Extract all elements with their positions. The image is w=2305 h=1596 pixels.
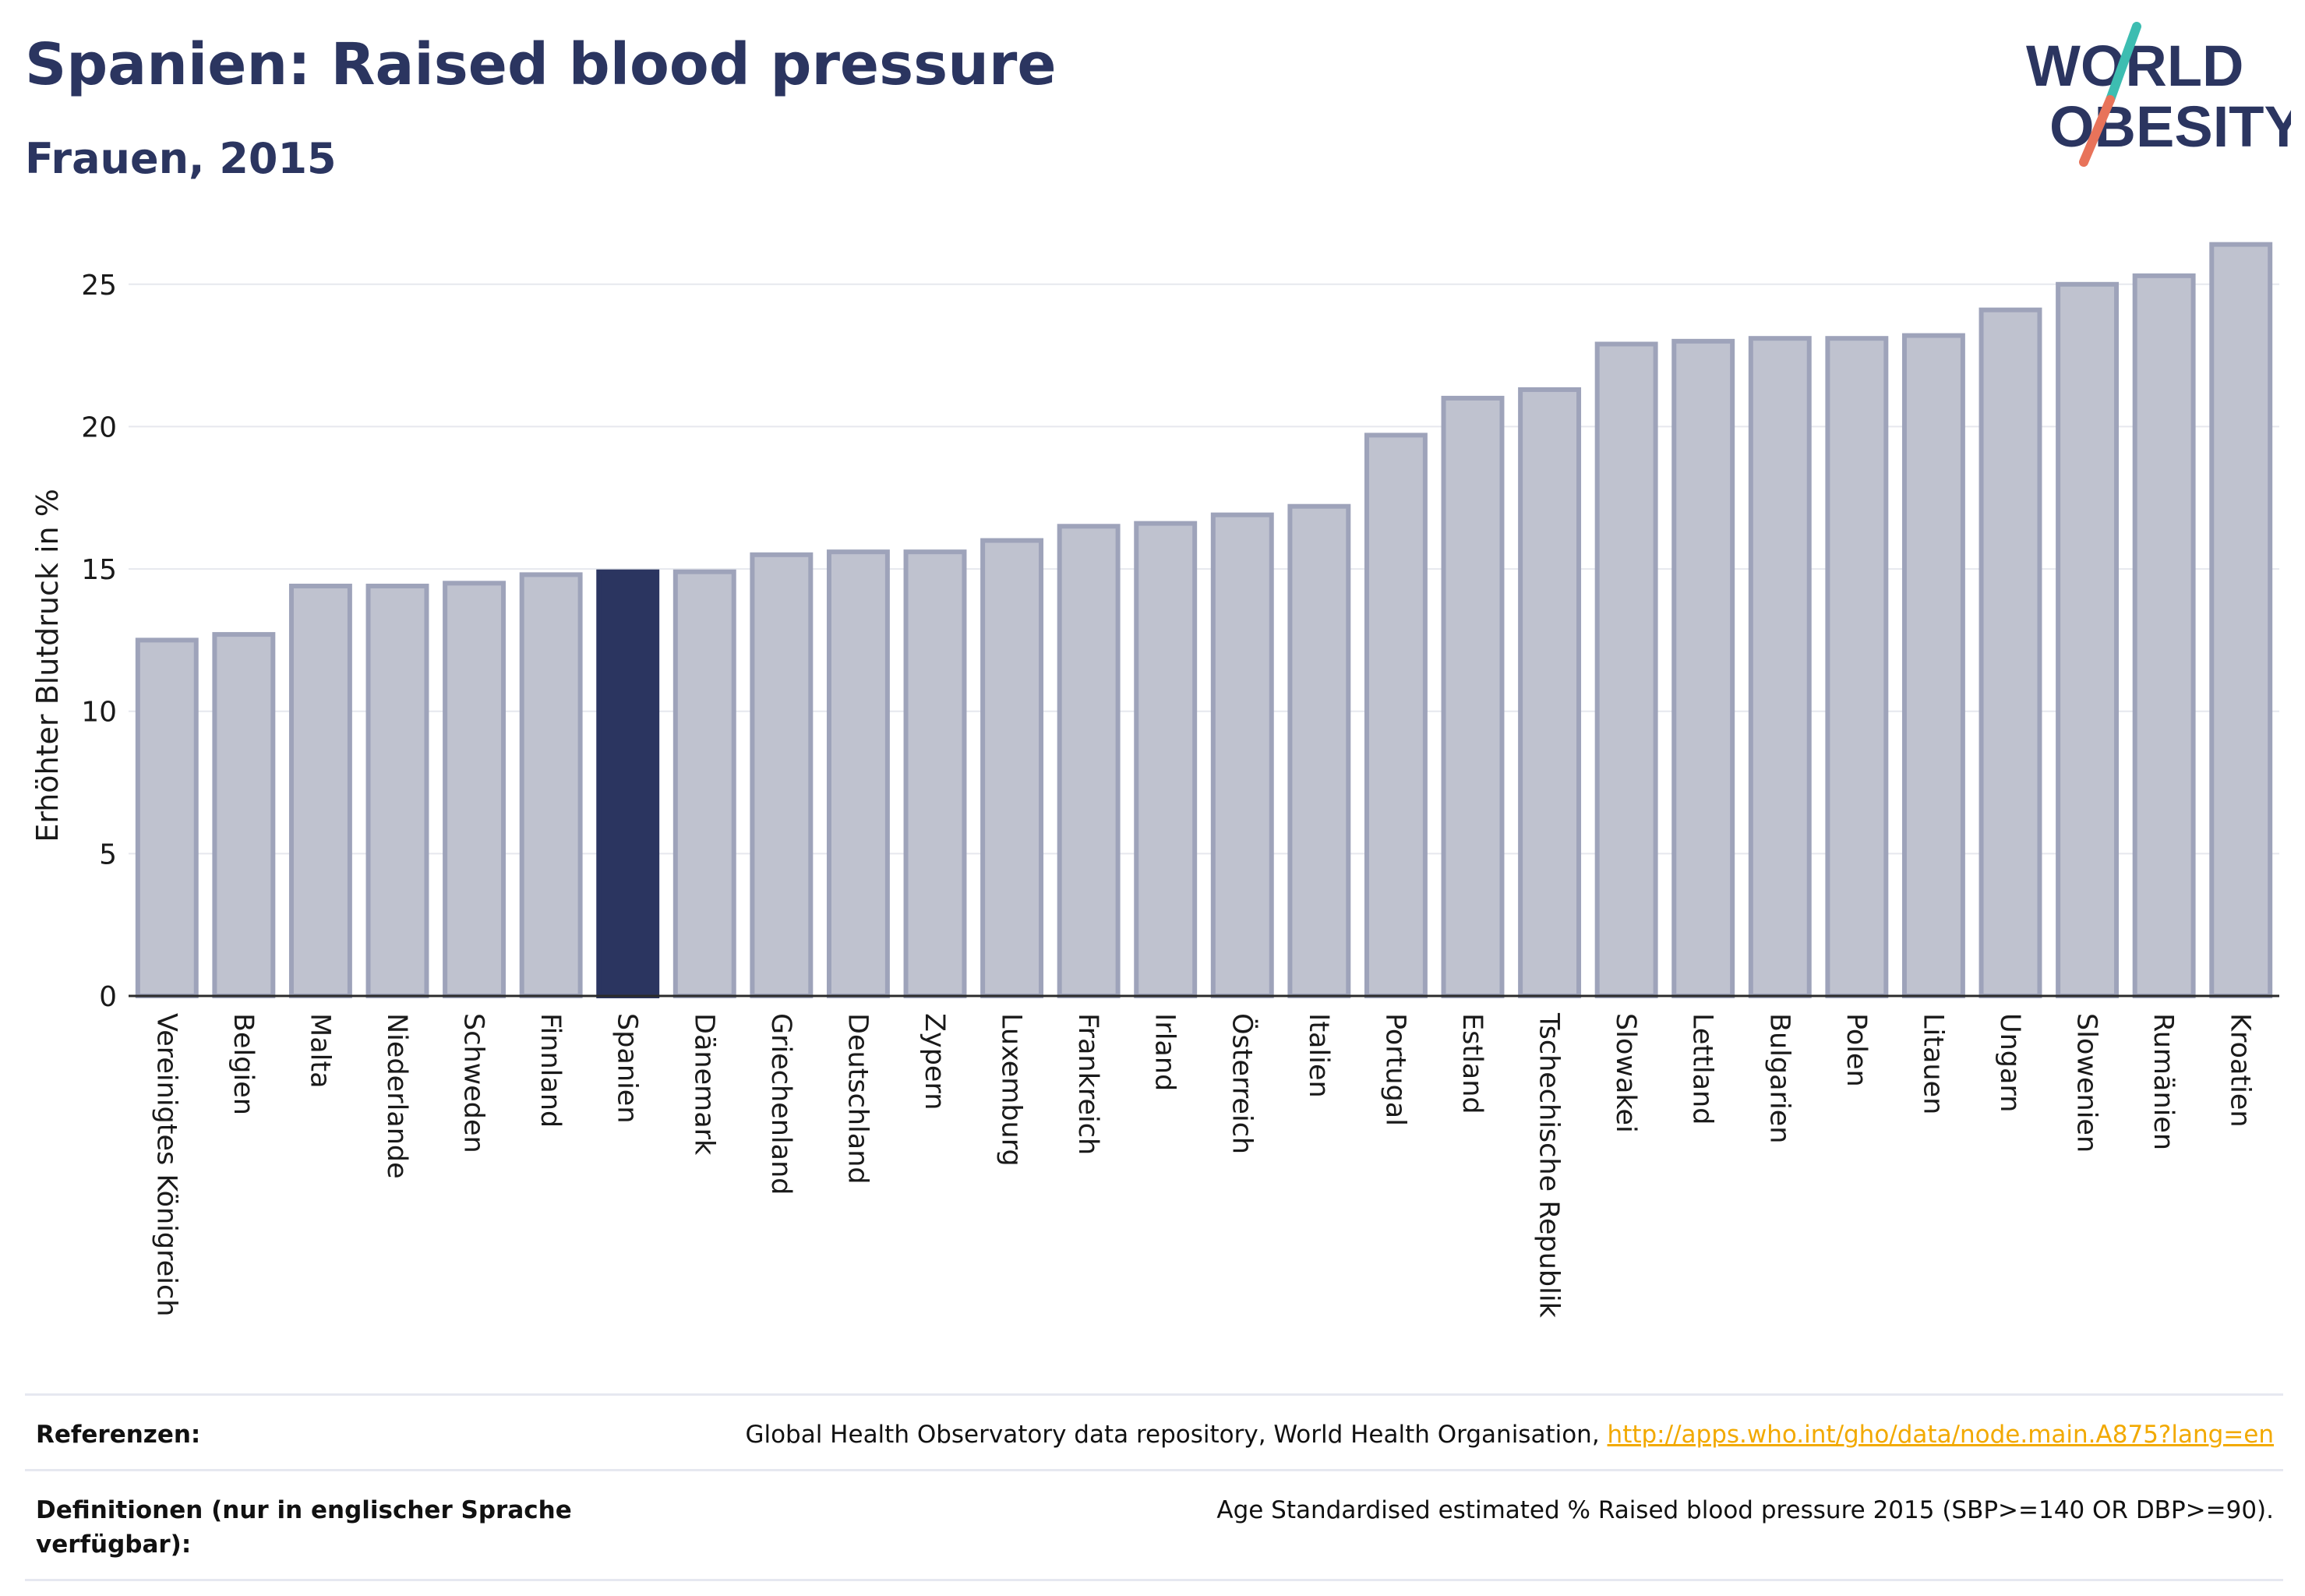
bar-frankreich xyxy=(1057,524,1121,998)
y-tick-label: 25 xyxy=(81,270,117,302)
x-tick-label: Litauen xyxy=(1917,1013,1948,1114)
bar-slowakei xyxy=(1594,341,1658,998)
x-tick-label: Dänemark xyxy=(688,1013,719,1156)
bar-spanien xyxy=(596,569,660,998)
references-value: Global Health Observatory data repositor… xyxy=(745,1418,2274,1452)
bars xyxy=(135,242,2273,999)
chart-subtitle: Frauen, 2015 xyxy=(25,134,337,183)
references-label: Referenzen: xyxy=(36,1421,201,1449)
x-tick-label: Tschechische Republik xyxy=(1534,1012,1565,1319)
x-tick-label: Portugal xyxy=(1379,1013,1410,1126)
x-tick-label: Luxemburg xyxy=(996,1013,1027,1167)
x-tick-label: Finnland xyxy=(535,1013,566,1128)
x-tick-label: Rumänien xyxy=(2148,1013,2179,1150)
x-tick-label: Niederlande xyxy=(381,1013,412,1179)
x-tick-label: Schweden xyxy=(458,1013,489,1153)
bar-slowenien xyxy=(2056,281,2120,998)
bar-deutschland xyxy=(826,549,890,998)
logo-slash-teal xyxy=(2106,22,2141,104)
x-tick-label: Österreich xyxy=(1226,1013,1258,1154)
x-tick-label: Spanien xyxy=(612,1013,643,1124)
y-tick-label: 10 xyxy=(81,697,117,729)
y-tick-label: 0 xyxy=(99,981,117,1013)
x-tick-label: Malta xyxy=(304,1013,335,1089)
x-tick-label: Bulgarien xyxy=(1763,1013,1795,1143)
y-tick-label: 5 xyxy=(99,839,117,870)
bar-italien xyxy=(1287,503,1351,998)
y-tick-label: 20 xyxy=(81,411,117,443)
x-axis-labels: Vereinigtes Königreich Belgien Malta Nieder… xyxy=(150,1012,2255,1319)
x-tick-label: Estland xyxy=(1456,1013,1488,1114)
y-tick-label: 15 xyxy=(81,554,117,586)
y-axis-label: Erhöhter Blutdruck in % xyxy=(30,489,65,842)
x-tick-label: Irland xyxy=(1149,1013,1181,1091)
definitions-label: Definitionen (nur in englischer Sprache … xyxy=(36,1496,572,1559)
footer-row-references: Referenzen: Global Health Observatory da… xyxy=(25,1393,2283,1469)
x-tick-label: Slowenien xyxy=(2071,1013,2102,1153)
world-obesity-logo: WORLD OBESITY xyxy=(2026,22,2291,167)
x-tick-label: Ungarn xyxy=(1994,1013,2025,1112)
x-tick-label: Vereinigtes Königreich xyxy=(150,1013,182,1316)
x-tick-label: Polen xyxy=(1841,1013,1872,1087)
bar-dänemark xyxy=(672,569,736,998)
chart-title: Spanien: Raised blood pressure xyxy=(25,31,1057,98)
bar-tschechische-republik xyxy=(1518,387,1582,999)
bar-polen xyxy=(1825,336,1889,998)
bar-chart: 0 5 10 15 20 25 Vereinigtes Königreich Belgien… xyxy=(30,242,2279,1319)
bar-bulgarien xyxy=(1748,336,1812,998)
bar-vereinigtes-königreich xyxy=(135,637,199,998)
bar-estland xyxy=(1441,395,1505,999)
logo-slash-coral xyxy=(2079,95,2115,167)
bar-luxemburg xyxy=(980,538,1044,998)
x-tick-label: Griechenland xyxy=(765,1013,796,1195)
x-tick-label: Belgien xyxy=(228,1013,259,1115)
x-tick-label: Lettland xyxy=(1687,1013,1718,1125)
x-tick-label: Slowakei xyxy=(1610,1013,1641,1133)
bar-rumänien xyxy=(2132,273,2196,998)
definitions-value: Age Standardised estimated % Raised bloo… xyxy=(1216,1496,2274,1524)
footer-table: Referenzen: Global Health Observatory da… xyxy=(25,1393,2283,1581)
footer-row-definitions: Definitionen (nur in englischer Sprache … xyxy=(25,1469,2283,1581)
bar-portugal xyxy=(1364,433,1428,998)
x-tick-label: Frankreich xyxy=(1072,1013,1103,1155)
x-tick-label: Deutschland xyxy=(842,1013,873,1185)
references-link[interactable]: http://apps.who.int/gho/data/node.main.A… xyxy=(1607,1421,2274,1449)
bar-irland xyxy=(1134,521,1198,998)
bar-kroatien xyxy=(2209,242,2273,998)
bar-ungarn xyxy=(1978,307,2042,999)
bar-belgien xyxy=(212,632,276,998)
bar-zypern xyxy=(903,549,967,998)
bar-griechenland xyxy=(750,552,814,998)
x-tick-label: Zypern xyxy=(919,1013,950,1110)
bar-finnland xyxy=(519,572,583,998)
bar-lettland xyxy=(1671,338,1735,998)
x-tick-label: Italien xyxy=(1303,1013,1334,1098)
references-text: Global Health Observatory data repositor… xyxy=(745,1421,1600,1449)
bar-schweden xyxy=(443,581,507,998)
bar-litauen xyxy=(1901,333,1965,998)
bar-niederlande xyxy=(365,583,429,998)
bar-österreich xyxy=(1210,512,1274,998)
bar-malta xyxy=(288,583,352,998)
y-axis-ticks: 0 5 10 15 20 25 xyxy=(81,270,117,1013)
x-tick-label: Kroatien xyxy=(2225,1013,2256,1128)
